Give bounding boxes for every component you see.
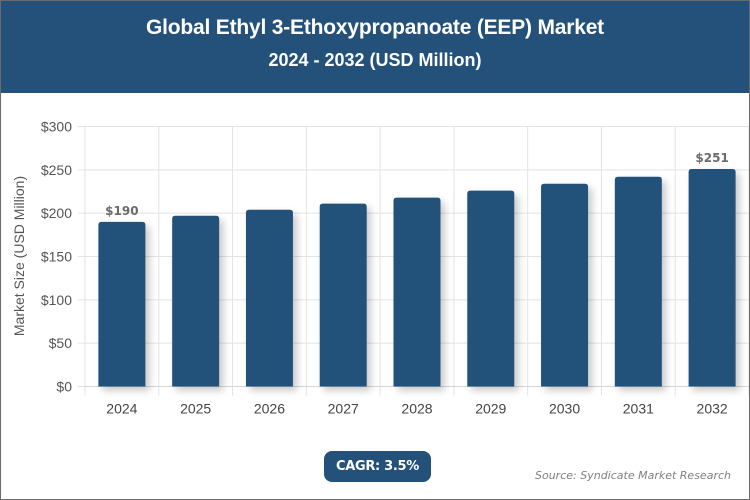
x-tick-label: 2031: [623, 401, 654, 417]
bar-2029: [467, 190, 515, 387]
y-tick-label: $0: [56, 379, 72, 395]
y-tick-label: $150: [41, 249, 72, 265]
x-tick-label: 2024: [106, 401, 137, 417]
x-tick-label: 2030: [549, 401, 580, 417]
x-tick-label: 2026: [254, 401, 285, 417]
chart-header: Global Ethyl 3-Ethoxypropanoate (EEP) Ma…: [1, 1, 749, 93]
bar-2031: [614, 176, 662, 387]
x-tick-label: 2029: [475, 401, 506, 417]
bars: [98, 168, 736, 387]
bar-2027: [319, 203, 367, 387]
y-tick-label: $100: [41, 292, 72, 308]
y-axis-label: Market Size (USD Million): [11, 175, 27, 337]
x-tick-label: 2032: [697, 401, 728, 417]
bar-2028: [393, 197, 441, 387]
chart-subtitle: 2024 - 2032 (USD Million): [268, 50, 482, 70]
chart-title: Global Ethyl 3-Ethoxypropanoate (EEP) Ma…: [146, 16, 604, 39]
bar-2024: [98, 221, 146, 387]
bar-2032: [688, 168, 736, 387]
x-tick-label: 2025: [180, 401, 211, 417]
x-axis-ticks: 2024 2025 2026 2027 2028 2029 2030 2031 2032: [106, 401, 728, 417]
cagr-badge: CAGR: 3.5%: [324, 451, 431, 482]
source-note: Source: Syndicate Market Research: [535, 469, 731, 482]
y-tick-label: $300: [41, 119, 72, 135]
bar-2030: [541, 183, 589, 387]
data-labels: $190 $251: [105, 151, 729, 218]
x-tick-label: 2028: [401, 401, 432, 417]
bar-2025: [172, 215, 220, 387]
y-axis-ticks: $0 $50 $100 $150 $200 $250 $300: [41, 119, 72, 395]
data-label: $251: [695, 151, 728, 165]
y-tick-label: $250: [41, 162, 72, 178]
y-tick-label: $200: [41, 205, 72, 221]
x-tick-label: 2027: [328, 401, 359, 417]
y-tick-label: $50: [49, 335, 73, 351]
bar-2026: [245, 209, 293, 387]
data-label: $190: [105, 204, 138, 218]
